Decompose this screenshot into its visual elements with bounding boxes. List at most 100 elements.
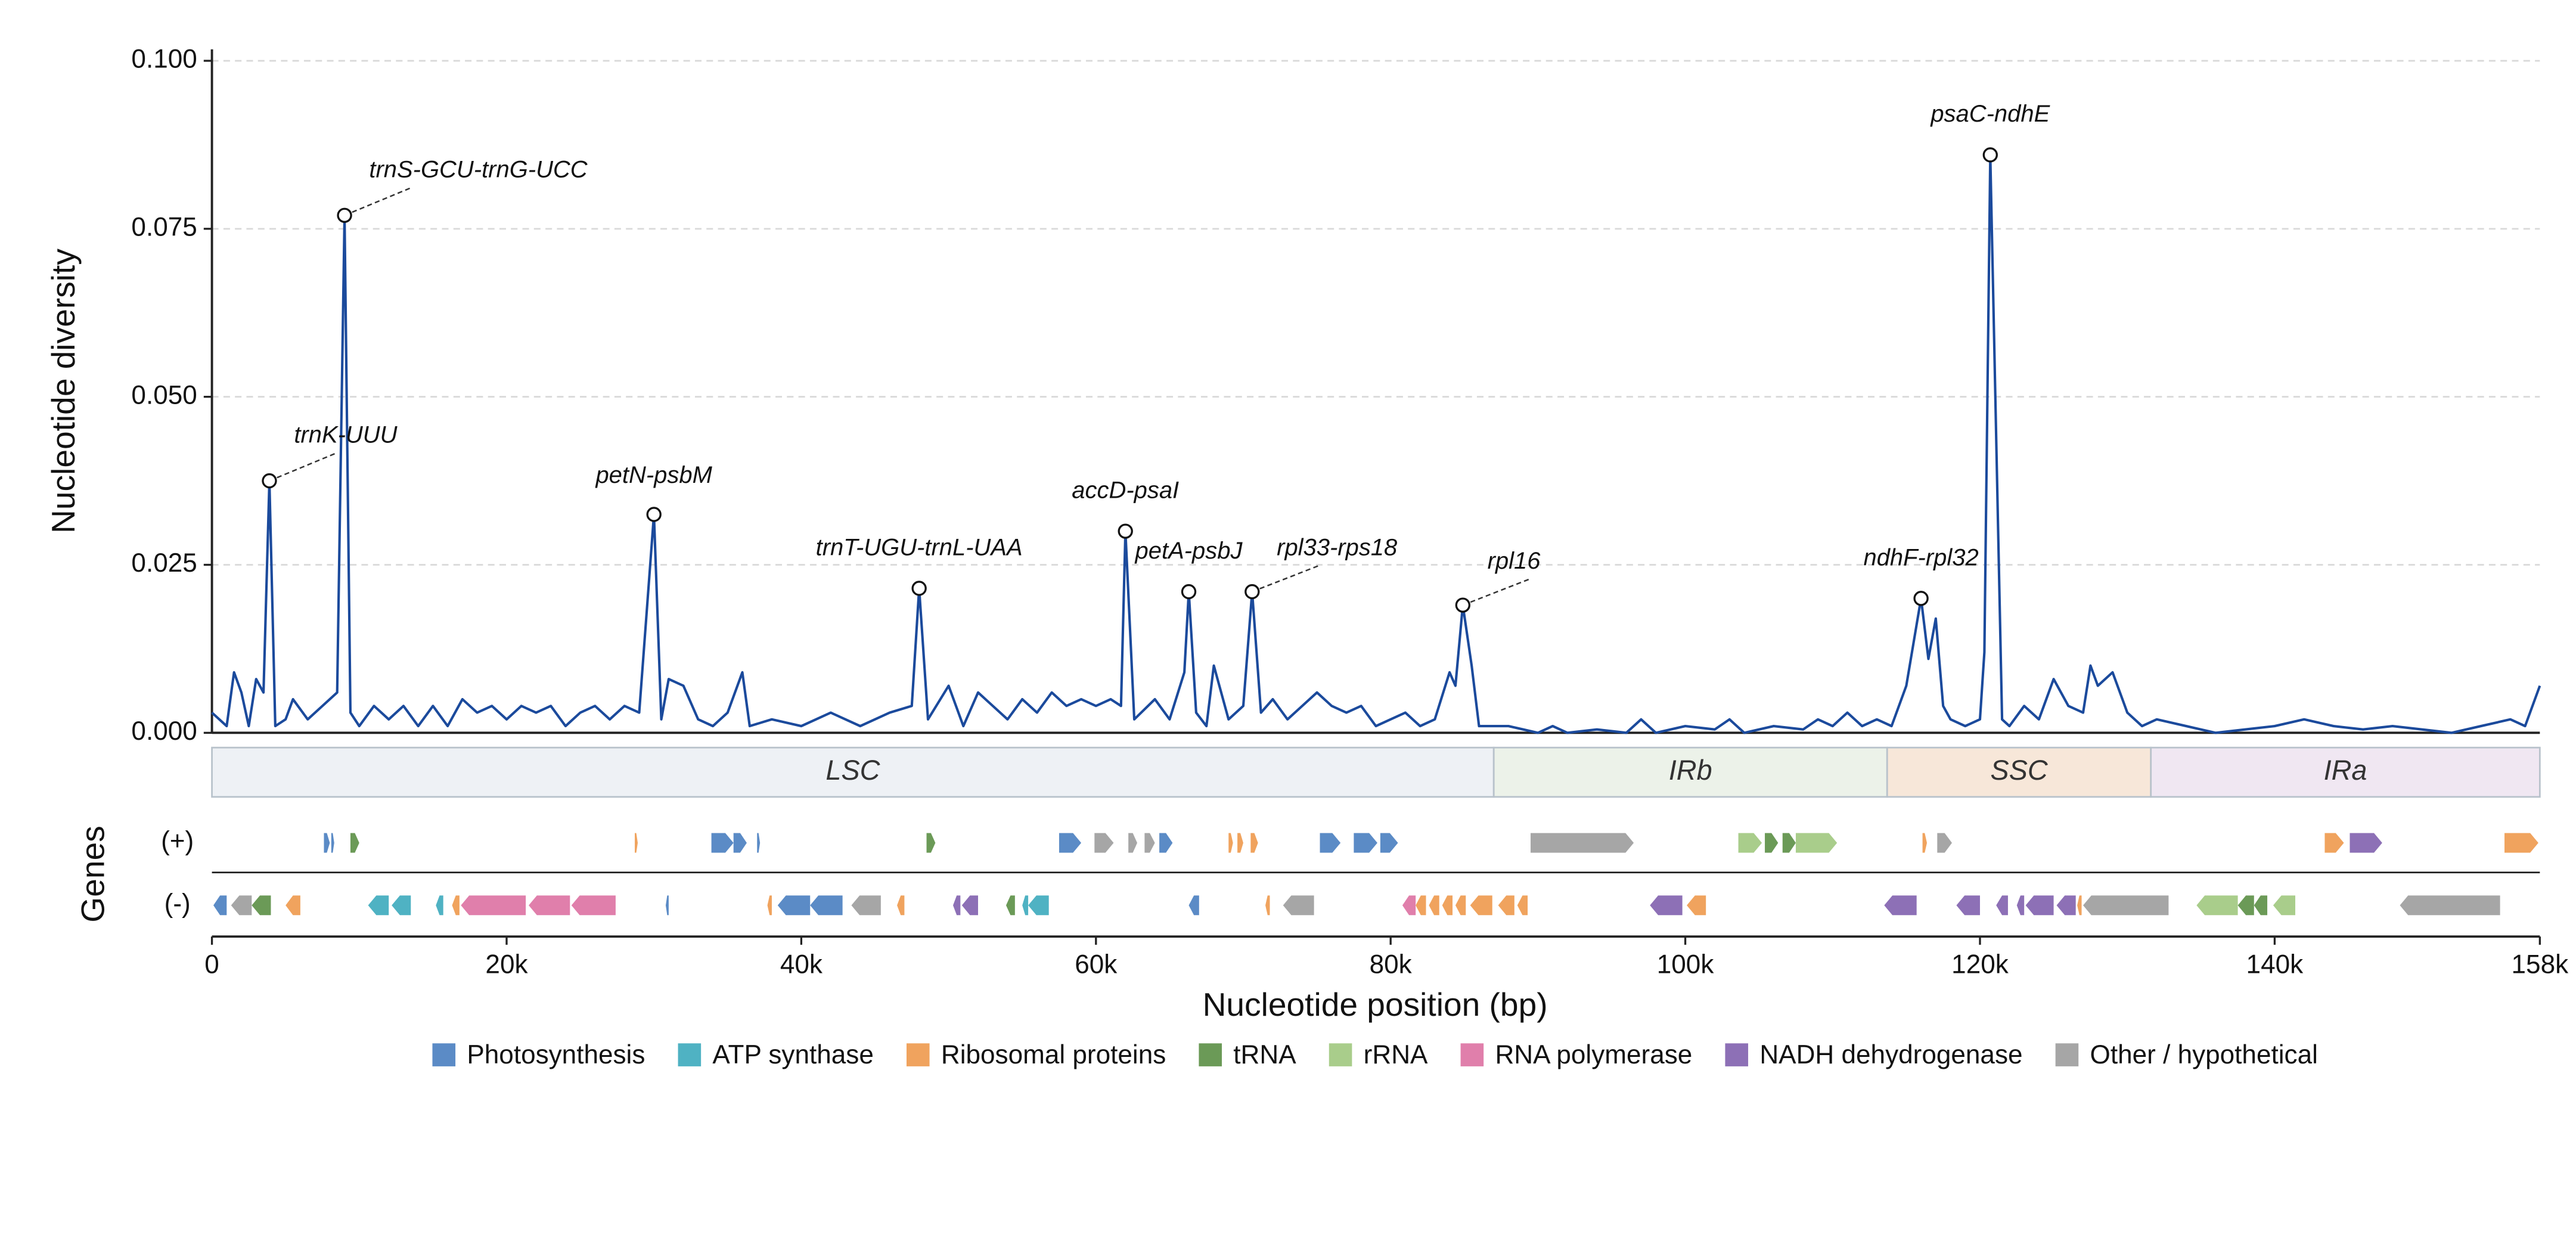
annotation-label: accD-psaI <box>1072 477 1179 504</box>
region-label: IRa <box>2324 755 2367 786</box>
y-tick-label: 0.075 <box>131 212 197 241</box>
gene-arrow <box>1320 833 1341 853</box>
gene-arrow <box>2237 895 2254 916</box>
y-axis-label: Nucleotide diversity <box>45 249 82 534</box>
gene-arrow <box>350 833 359 853</box>
x-tick-label: 20k <box>485 950 528 979</box>
y-tick-label: 0.000 <box>131 717 197 746</box>
gene-arrow <box>2273 895 2296 916</box>
gene-arrow <box>1765 833 1779 853</box>
gene-arrow <box>1094 833 1114 853</box>
gene-arrow <box>1531 833 1634 853</box>
region-band <box>2150 746 2541 798</box>
gene-track-label: Genes <box>74 826 111 922</box>
region-band <box>1492 746 1888 798</box>
x-tick-label: 140k <box>2246 950 2304 979</box>
gene-arrow <box>1884 895 1917 916</box>
region-band <box>1886 746 2152 798</box>
gene-arrow <box>851 895 881 916</box>
x-tick-label: 40k <box>780 950 823 979</box>
y-tick-label: 0.050 <box>131 380 197 410</box>
x-tick-label: 120k <box>1951 950 2009 979</box>
gene-arrow <box>1380 833 1398 853</box>
gene-arrow <box>635 833 638 853</box>
gene-arrow <box>461 895 526 916</box>
gene-arrow <box>1795 833 1838 853</box>
legend-label: RNA polymerase <box>1495 1040 1692 1069</box>
gene-arrow <box>897 895 905 916</box>
gene-arrow <box>2504 833 2538 853</box>
gene-arrow <box>392 895 411 916</box>
x-tick-label: 0 <box>204 950 219 979</box>
legend-swatch <box>906 1043 930 1066</box>
legend-swatch <box>1460 1043 1484 1066</box>
gene-arrow <box>368 895 389 916</box>
peak-marker <box>1982 147 1998 163</box>
gene-arrow <box>2016 895 2025 916</box>
gene-arrow <box>2196 895 2238 916</box>
gene-arrow <box>1455 895 1466 916</box>
peak-marker <box>1118 523 1133 539</box>
x-tick-label: 60k <box>1075 950 1118 979</box>
annotation-label: rpl33-rps18 <box>1277 534 1397 560</box>
peak-marker <box>1244 584 1260 600</box>
legend-label: tRNA <box>1233 1040 1296 1069</box>
x-axis-label: Nucleotide position (bp) <box>1203 986 1548 1023</box>
gene-arrow <box>777 895 811 916</box>
gene-arrow <box>1028 895 1049 916</box>
gene-arrow <box>757 833 761 853</box>
gene-arrow <box>953 895 961 916</box>
legend-label: Ribosomal proteins <box>941 1040 1166 1069</box>
gene-arrow <box>961 895 979 916</box>
x-tick-label: 100k <box>1657 950 1715 979</box>
region-label: IRb <box>1669 755 1712 786</box>
leader-line <box>344 187 412 216</box>
leader-line <box>1462 578 1531 606</box>
gene-arrow <box>733 833 747 853</box>
gene-arrow <box>2077 895 2082 916</box>
gene-arrow <box>452 895 460 916</box>
gene-arrow <box>1250 833 1258 853</box>
legend-swatch <box>2055 1043 2079 1066</box>
gene-arrow <box>231 895 252 916</box>
gene-arrow <box>1265 895 1270 916</box>
gene-arrow <box>1687 895 1706 916</box>
gene-arrow <box>1498 895 1514 916</box>
gene-arrow <box>2350 833 2382 853</box>
annotation-label: ndhF-rpl32 <box>1863 544 1978 570</box>
gene-arrow <box>1144 833 1155 853</box>
gene-arrow <box>1159 833 1173 853</box>
gene-arrow <box>1937 833 1953 853</box>
gene-arrow <box>1996 895 2008 916</box>
region-band <box>211 746 1495 798</box>
gene-arrow <box>571 895 616 916</box>
gene-arrow <box>1517 895 1528 916</box>
gene-arrow <box>529 895 570 916</box>
peak-marker <box>1181 584 1197 600</box>
annotation-label: trnK-UUU <box>294 422 398 448</box>
strand-label: (+) <box>161 827 194 856</box>
strand-label: (-) <box>165 889 191 918</box>
gene-arrow <box>1005 895 1015 916</box>
legend-label: Photosynthesis <box>467 1040 645 1069</box>
gene-arrow <box>926 833 936 853</box>
y-tick-label: 0.025 <box>131 548 197 578</box>
gene-arrow <box>2056 895 2076 916</box>
gene-arrow <box>436 895 443 916</box>
gene-arrow <box>1738 833 1762 853</box>
region-label: SSC <box>1990 755 2048 786</box>
peak-marker <box>337 207 352 223</box>
annotation-label: rpl16 <box>1488 548 1541 574</box>
peak-marker <box>1913 591 1929 606</box>
y-tick-label: 0.100 <box>131 45 197 74</box>
gene-arrow <box>1442 895 1453 916</box>
gene-arrow <box>324 833 330 853</box>
gene-arrow <box>1059 833 1082 853</box>
gene-arrow <box>1022 895 1029 916</box>
gene-arrow <box>331 833 334 853</box>
legend: Photosynthesis ATP synthase Ribosomal prot… <box>432 1040 2318 1069</box>
gene-arrow <box>767 895 772 916</box>
annotation-label: trnS-GCU-trnG-UCC <box>369 156 588 182</box>
peak-marker <box>911 581 927 596</box>
